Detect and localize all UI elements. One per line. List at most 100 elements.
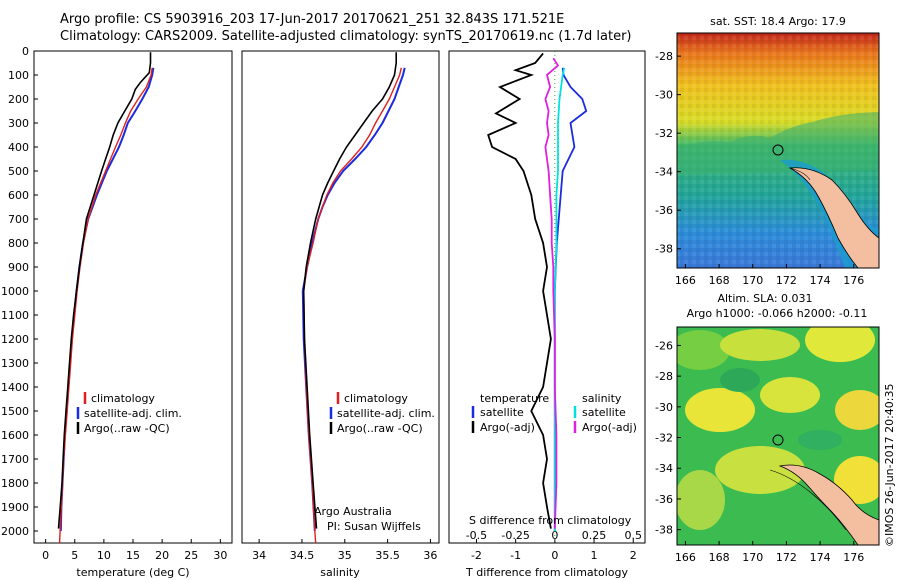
depth-tick-label: 1700 <box>1 453 29 466</box>
climatology-header: Climatology: CARS2009. Satellite-adjuste… <box>60 29 632 44</box>
map-x-tick-label: 172 <box>776 274 797 287</box>
x-tick-label: 34 <box>252 549 266 562</box>
annotation-argo-australia: Argo Australia <box>314 505 392 518</box>
map-x-tick-label: 166 <box>675 274 696 287</box>
x-tick-label: 35.5 <box>375 549 400 562</box>
x-tick-label: 10 <box>97 549 111 562</box>
x-tick-label: 15 <box>126 549 140 562</box>
map-y-tick-label: -38 <box>655 243 673 256</box>
salinity-legend: climatology satellite-adj. clim. Argo(..… <box>314 392 435 533</box>
legend-t-satellite: satellite <box>480 406 524 419</box>
salinity-argo-line <box>544 57 560 529</box>
map-x-tick-label: 174 <box>810 274 831 287</box>
salinity-satellite-line <box>553 67 566 531</box>
x-tick-label: 2 <box>630 549 637 562</box>
legend-temperature-title: temperature <box>480 392 549 405</box>
legend-argo: Argo(..raw -QC) <box>337 422 423 435</box>
x-tick-label: 34.5 <box>290 549 315 562</box>
x-tick-label: 5 <box>71 549 78 562</box>
depth-tick-label: 1800 <box>1 477 29 490</box>
map-y-tick-label: -38 <box>655 524 673 537</box>
depth-tick-label: 800 <box>8 237 29 250</box>
legend-s-argo: Argo(-adj) <box>582 421 637 434</box>
difference-plot: -2 -1 0 1 2-0.5 -0.25 0 0.25 0.5 <box>466 51 642 562</box>
x-tick-label: -1 <box>510 549 521 562</box>
map-y-tick-label: -36 <box>655 493 673 506</box>
map-y-tick-label: -32 <box>655 432 673 445</box>
map-x-tick-label: 168 <box>709 551 730 564</box>
sla-map-frame <box>676 326 880 546</box>
sst-map-frame <box>676 32 880 269</box>
legend-satellite: satellite-adj. clim. <box>84 407 182 420</box>
depth-tick-label: 300 <box>8 117 29 130</box>
depth-tick-label: 200 <box>8 93 29 106</box>
legend-climatology: climatology <box>344 392 408 405</box>
depth-tick-label: 1400 <box>1 381 29 394</box>
salinity-plot: 34 34.5 35 35.5 36 <box>252 52 437 562</box>
x-tick-label: 0 <box>551 549 558 562</box>
s-tick-label: 0.5 <box>624 529 642 542</box>
legend-s-satellite: satellite <box>582 406 626 419</box>
map-y-tick-label: -26 <box>655 339 673 352</box>
depth-tick-label: 1000 <box>1 285 29 298</box>
map-x-tick-label: 176 <box>843 551 864 564</box>
depth-tick-label: 900 <box>8 261 29 274</box>
sla-map <box>677 327 879 545</box>
depth-tick-label: 400 <box>8 141 29 154</box>
x-tick-label: 36 <box>423 549 437 562</box>
depth-tick-label: 500 <box>8 165 29 178</box>
depth-tick-label: 1900 <box>1 501 29 514</box>
temperature-xlabel: temperature (deg C) <box>76 566 189 579</box>
depth-tick-label: 1500 <box>1 405 29 418</box>
map-x-tick-label: 176 <box>843 274 864 287</box>
depth-tick-label: 100 <box>8 69 29 82</box>
sla-map-title: Altim. SLA: 0.031 <box>717 292 812 305</box>
difference-legend: temperature satellite Argo(-adj) salinit… <box>469 392 637 527</box>
series-climatology-line <box>302 67 402 544</box>
depth-tick-label: 1100 <box>1 309 29 322</box>
salinity-axes <box>241 50 440 544</box>
depth-tick-label: 1200 <box>1 333 29 346</box>
legend-t-argo: Argo(-adj) <box>480 421 535 434</box>
depth-tick-label: 600 <box>8 189 29 202</box>
map-x-tick-label: 168 <box>709 274 730 287</box>
profile-header: Argo profile: CS 5903916_203 17-Jun-2017… <box>60 12 565 27</box>
map-y-tick-label: -36 <box>655 204 673 217</box>
temperature-axes <box>33 50 233 544</box>
x-tick-label: 25 <box>184 549 198 562</box>
s-tick-label: 0.25 <box>582 529 607 542</box>
map-x-tick-label: 170 <box>742 274 763 287</box>
salinity-xlabel: salinity <box>320 566 360 579</box>
series-argo-line <box>57 52 152 529</box>
depth-tick-label: 2000 <box>1 525 29 538</box>
legend-satellite: satellite-adj. clim. <box>337 407 435 420</box>
map-x-tick-label: 166 <box>675 551 696 564</box>
temperature-plot: 0 5 10 15 20 25 30 <box>42 52 227 562</box>
legend-argo: Argo(..raw -QC) <box>84 422 170 435</box>
s-difference-label: S difference from climatology <box>469 514 632 527</box>
map-y-tick-label: -34 <box>655 462 673 475</box>
legend-salinity-title: salinity <box>582 392 622 405</box>
x-tick-label: 0 <box>42 549 49 562</box>
map-x-tick-label: 170 <box>742 551 763 564</box>
depth-tick-label: 0 <box>22 45 29 58</box>
x-tick-label: 30 <box>213 549 227 562</box>
map-x-tick-label: 174 <box>810 551 831 564</box>
map-x-tick-label: 172 <box>776 551 797 564</box>
map-y-tick-label: -34 <box>655 166 673 179</box>
temperature-legend: climatology satellite-adj. clim. Argo(..… <box>76 392 182 435</box>
depth-tick-label: 700 <box>8 213 29 226</box>
s-tick-label: -0.5 <box>466 529 487 542</box>
map-axes: 166 168 170 172 174 176 -28 -30 -32 -34 -36 -38 166 1… <box>655 50 864 564</box>
x-tick-label: 1 <box>591 549 598 562</box>
map-y-tick-label: -28 <box>655 370 673 383</box>
sst-map <box>677 33 879 268</box>
x-tick-label: 35 <box>338 549 352 562</box>
annotation-pi: PI: Susan Wijffels <box>327 520 421 533</box>
legend-climatology: climatology <box>91 392 155 405</box>
x-tick-label: -2 <box>471 549 482 562</box>
depth-tick-label: 1300 <box>1 357 29 370</box>
map-y-tick-label: -30 <box>655 401 673 414</box>
difference-xlabel: T difference from climatology <box>465 566 628 579</box>
